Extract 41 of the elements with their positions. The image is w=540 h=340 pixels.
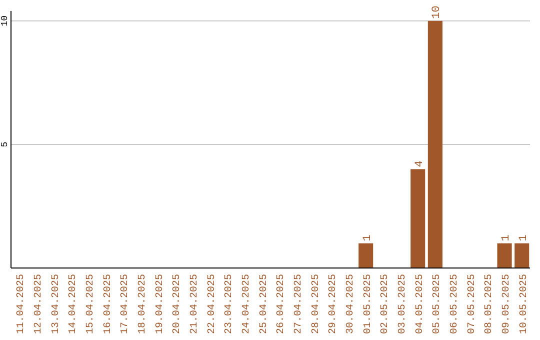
x-tick-label: 06.05.2025: [450, 274, 461, 334]
x-tick-label: 15.04.2025: [85, 274, 96, 334]
x-tick-label: 02.05.2025: [380, 274, 392, 334]
x-tick-label: 01.05.2025: [362, 274, 374, 334]
x-tick-label: 26.04.2025: [276, 274, 288, 334]
x-tick-label: 13.04.2025: [50, 274, 62, 334]
x-tick-label: 14.04.2025: [68, 274, 80, 334]
bar: [514, 243, 530, 268]
bar: [497, 243, 512, 268]
x-tick-label: 05.05.2025: [432, 274, 444, 334]
y-tick-label: 5: [0, 142, 10, 148]
bar: [410, 169, 426, 268]
x-tick-label: 22.04.2025: [206, 274, 218, 334]
x-tick-label: 28.04.2025: [310, 274, 322, 334]
x-tick-label: 04.05.2025: [414, 274, 426, 334]
x-tick-label: 23.04.2025: [224, 274, 236, 334]
data-label: 1: [518, 234, 530, 242]
x-tick-label: 29.04.2025: [328, 274, 340, 334]
x-tick-label: 08.05.2025: [484, 274, 496, 334]
data-label: 1: [500, 234, 513, 242]
x-tick-label: 21.04.2025: [189, 274, 200, 334]
x-tick-label: 27.04.2025: [294, 274, 304, 334]
x-tick-label: 19.04.2025: [154, 274, 166, 334]
x-tick-label: 03.05.2025: [398, 274, 409, 334]
x-tick-label: 11.04.2025: [16, 274, 28, 334]
data-label: 4: [414, 160, 426, 168]
x-tick-label: 10.05.2025: [518, 274, 530, 334]
x-tick-label: 20.04.2025: [172, 274, 184, 334]
x-tick-label: 18.04.2025: [137, 274, 148, 334]
x-tick-label: 25.04.2025: [258, 274, 270, 334]
bar: [358, 243, 374, 268]
x-tick-label: 17.04.2025: [120, 274, 132, 334]
x-tick-label: 12.04.2025: [33, 274, 44, 334]
data-label: 10: [431, 6, 444, 19]
x-tick-label: 07.05.2025: [466, 274, 478, 334]
x-tick-label: 09.05.2025: [502, 274, 513, 334]
data-label: 1: [362, 234, 374, 242]
bar: [428, 20, 442, 268]
x-tick-label: 16.04.2025: [102, 274, 114, 334]
x-tick-label: 30.04.2025: [346, 274, 357, 334]
x-tick-label: 24.04.2025: [242, 274, 252, 334]
